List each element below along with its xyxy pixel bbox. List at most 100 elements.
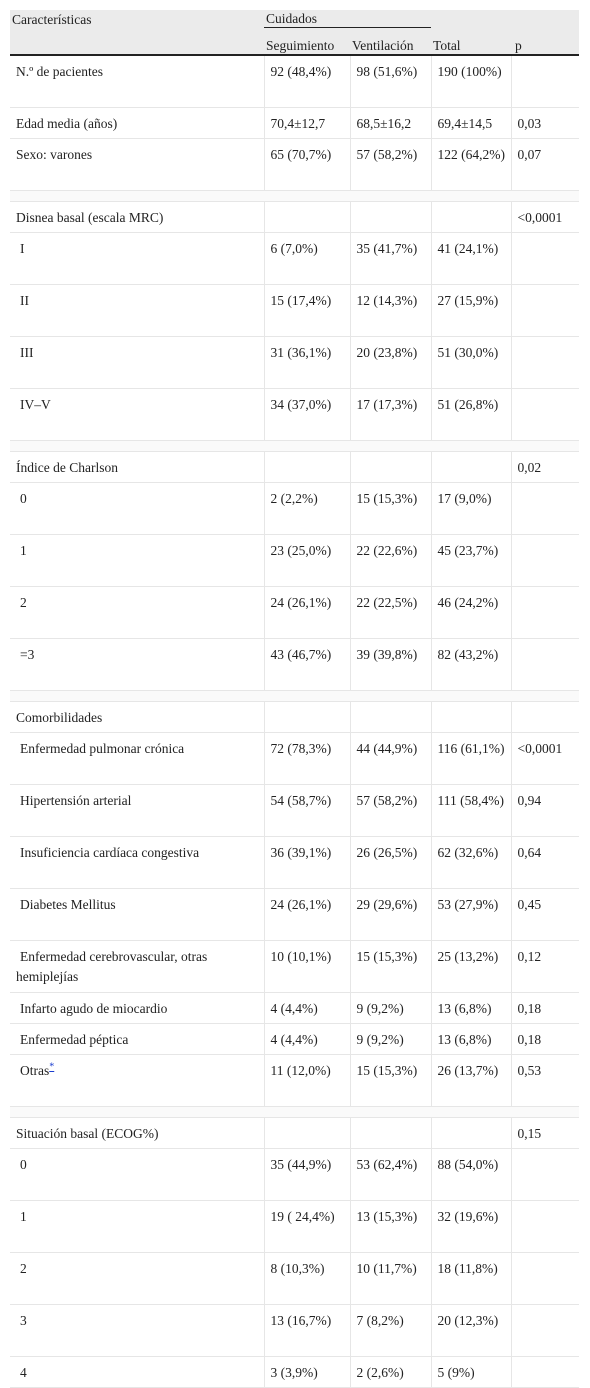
- cell-p: [511, 586, 580, 639]
- header-ventilacion: Ventilación: [350, 27, 432, 56]
- cell-ventilacion: 22 (22,5%): [350, 586, 432, 639]
- row-spacer: [10, 1106, 580, 1118]
- cell-p: 0,18: [511, 1023, 580, 1055]
- cell-seguimiento: 65 (70,7%): [264, 138, 351, 191]
- cell-total: 5 (9%): [431, 1356, 512, 1388]
- row-label: Infarto agudo de miocardio: [10, 992, 265, 1024]
- table-row: 1 19 ( 24,4%) 13 (15,3%) 32 (19,6%): [10, 1200, 580, 1253]
- section-label: Comorbilidades: [10, 701, 265, 733]
- cell-p: 0,53: [511, 1054, 580, 1107]
- table-row: IV–V 34 (37,0%) 17 (17,3%) 51 (26,8%): [10, 388, 580, 441]
- cell-total: 45 (23,7%): [431, 534, 512, 587]
- table-row: =3 43 (46,7%) 39 (39,8%) 82 (43,2%): [10, 638, 580, 691]
- cell-total: 27 (15,9%): [431, 284, 512, 337]
- cell-seguimiento: 13 (16,7%): [264, 1304, 351, 1357]
- section-label: Índice de Charlson: [10, 451, 265, 483]
- cell-p: <0,0001: [511, 201, 580, 233]
- row-label: Sexo: varones: [10, 138, 265, 191]
- row-label: =3: [10, 638, 265, 691]
- table-row: Índice de Charlson 0,02: [10, 451, 580, 483]
- cell-p: 0,64: [511, 836, 580, 889]
- cell-seguimiento: [264, 201, 351, 233]
- cell-total: [431, 1117, 512, 1149]
- cell-total: 51 (30,0%): [431, 336, 512, 389]
- row-label: Diabetes Mellitus: [10, 888, 265, 941]
- cell-ventilacion: 57 (58,2%): [350, 138, 432, 191]
- cell-seguimiento: 19 ( 24,4%): [264, 1200, 351, 1253]
- footnote-link[interactable]: *: [49, 1061, 55, 1073]
- row-label: 4: [10, 1356, 265, 1388]
- row-label: N.º de pacientes: [10, 55, 265, 108]
- cell-ventilacion: [350, 201, 432, 233]
- table-row: Insuficiencia cardíaca congestiva 36 (39…: [10, 836, 580, 889]
- cell-seguimiento: 54 (58,7%): [264, 784, 351, 837]
- cell-total: 13 (6,8%): [431, 1023, 512, 1055]
- cell-total: [431, 451, 512, 483]
- section-label: Situación basal (ECOG%): [10, 1117, 265, 1149]
- cell-seguimiento: 70,4±12,7: [264, 107, 351, 139]
- row-label: Insuficiencia cardíaca congestiva: [10, 836, 265, 889]
- cell-total: 41 (24,1%): [431, 232, 512, 285]
- table-row: II 15 (17,4%) 12 (14,3%) 27 (15,9%): [10, 284, 580, 337]
- cell-total: 62 (32,6%): [431, 836, 512, 889]
- cell-ventilacion: 13 (15,3%): [350, 1200, 432, 1253]
- cell-ventilacion: [350, 451, 432, 483]
- cell-total: 26 (13,7%): [431, 1054, 512, 1107]
- row-label: Edad media (años): [10, 107, 265, 139]
- cell-ventilacion: 98 (51,6%): [350, 55, 432, 108]
- cell-seguimiento: 2 (2,2%): [264, 482, 351, 535]
- table-row: N.º de pacientes 92 (48,4%) 98 (51,6%) 1…: [10, 55, 580, 108]
- table-row: Enfermedad pulmonar crónica 72 (78,3%) 4…: [10, 732, 580, 785]
- cell-total: 82 (43,2%): [431, 638, 512, 691]
- row-label: 1: [10, 534, 265, 587]
- cell-seguimiento: 24 (26,1%): [264, 586, 351, 639]
- row-label: Enfermedad cerebrovascular, otras hemipl…: [10, 940, 265, 993]
- cell-seguimiento: 23 (25,0%): [264, 534, 351, 587]
- row-label: Otras*: [10, 1054, 265, 1107]
- cell-total: 46 (24,2%): [431, 586, 512, 639]
- cell-seguimiento: 34 (37,0%): [264, 388, 351, 441]
- table-row: III 31 (36,1%) 20 (23,8%) 51 (30,0%): [10, 336, 580, 389]
- cell-seguimiento: 92 (48,4%): [264, 55, 351, 108]
- row-label: Hipertensión arterial: [10, 784, 265, 837]
- table-row: Disnea basal (escala MRC) <0,0001: [10, 201, 580, 233]
- cell-seguimiento: 24 (26,1%): [264, 888, 351, 941]
- cell-ventilacion: 10 (11,7%): [350, 1252, 432, 1305]
- cell-ventilacion: 68,5±16,2: [350, 107, 432, 139]
- cell-p: [511, 336, 580, 389]
- cell-p: [511, 534, 580, 587]
- cell-total: 122 (64,2%): [431, 138, 512, 191]
- cell-ventilacion: 53 (62,4%): [350, 1148, 432, 1201]
- section-label: Disnea basal (escala MRC): [10, 201, 265, 233]
- cell-p: [511, 388, 580, 441]
- cell-seguimiento: 11 (12,0%): [264, 1054, 351, 1107]
- row-label: 3: [10, 1304, 265, 1357]
- characteristics-table: Características Cuidados Seguimiento Ven…: [10, 10, 580, 1388]
- cell-ventilacion: [350, 701, 432, 733]
- cell-p: [511, 1304, 580, 1357]
- table-row: Infarto agudo de miocardio 4 (4,4%) 9 (9…: [10, 992, 580, 1024]
- cell-p: 0,94: [511, 784, 580, 837]
- table-row: Sexo: varones 65 (70,7%) 57 (58,2%) 122 …: [10, 138, 580, 191]
- cell-total: 116 (61,1%): [431, 732, 512, 785]
- row-label: 2: [10, 586, 265, 639]
- table-row: 0 35 (44,9%) 53 (62,4%) 88 (54,0%): [10, 1148, 580, 1201]
- cell-p: <0,0001: [511, 732, 580, 785]
- cell-ventilacion: 17 (17,3%): [350, 388, 432, 441]
- cell-p: 0,18: [511, 992, 580, 1024]
- cell-seguimiento: 31 (36,1%): [264, 336, 351, 389]
- table-row: Otras* 11 (12,0%) 15 (15,3%) 26 (13,7%) …: [10, 1054, 580, 1107]
- cell-seguimiento: 10 (10,1%): [264, 940, 351, 993]
- cell-p: 0,02: [511, 451, 580, 483]
- cell-total: 18 (11,8%): [431, 1252, 512, 1305]
- table-row: Situación basal (ECOG%) 0,15: [10, 1117, 580, 1149]
- row-label-text: Otras: [20, 1063, 50, 1078]
- row-label: IV–V: [10, 388, 265, 441]
- cell-ventilacion: 12 (14,3%): [350, 284, 432, 337]
- cell-total: 88 (54,0%): [431, 1148, 512, 1201]
- row-label: I: [10, 232, 265, 285]
- cell-ventilacion: 35 (41,7%): [350, 232, 432, 285]
- cell-seguimiento: [264, 701, 351, 733]
- table-row: 2 8 (10,3%) 10 (11,7%) 18 (11,8%): [10, 1252, 580, 1305]
- table-row: 1 23 (25,0%) 22 (22,6%) 45 (23,7%): [10, 534, 580, 587]
